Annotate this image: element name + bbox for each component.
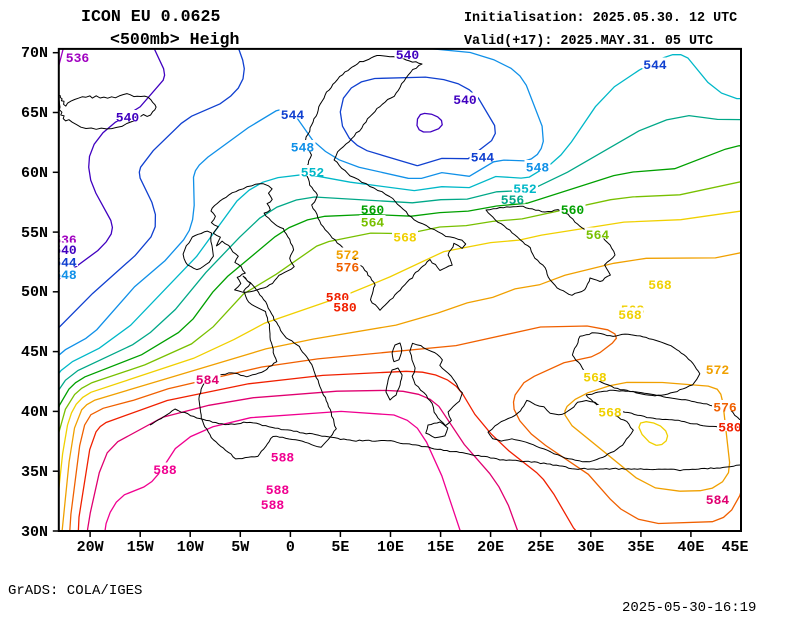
svg-text:564: 564 bbox=[361, 216, 385, 231]
svg-text:15E: 15E bbox=[427, 539, 454, 556]
svg-text:<500mb> Heigh: <500mb> Heigh bbox=[110, 30, 239, 49]
svg-text:45N: 45N bbox=[21, 344, 48, 361]
svg-text:0: 0 bbox=[286, 539, 295, 556]
svg-text:40N: 40N bbox=[21, 404, 48, 421]
svg-text:544: 544 bbox=[643, 58, 667, 73]
svg-text:568: 568 bbox=[583, 371, 607, 386]
svg-text:568: 568 bbox=[393, 231, 417, 246]
svg-text:20E: 20E bbox=[477, 539, 504, 556]
svg-text:10E: 10E bbox=[377, 539, 404, 556]
svg-text:15W: 15W bbox=[127, 539, 154, 556]
svg-text:576: 576 bbox=[713, 401, 737, 416]
svg-text:552: 552 bbox=[301, 166, 325, 181]
svg-text:544: 544 bbox=[281, 108, 305, 123]
svg-text:Initialisation: 2025.05.30. 12: Initialisation: 2025.05.30. 12 UTC bbox=[464, 11, 737, 26]
svg-text:540: 540 bbox=[116, 111, 140, 126]
svg-text:ICON EU 0.0625: ICON EU 0.0625 bbox=[81, 7, 220, 26]
svg-text:564: 564 bbox=[586, 228, 610, 243]
svg-text:35N: 35N bbox=[21, 464, 48, 481]
svg-text:20W: 20W bbox=[77, 539, 104, 556]
svg-text:568: 568 bbox=[648, 278, 672, 293]
svg-text:588: 588 bbox=[153, 463, 177, 478]
svg-text:45E: 45E bbox=[721, 539, 748, 556]
svg-text:5E: 5E bbox=[331, 539, 349, 556]
svg-text:544: 544 bbox=[471, 151, 495, 166]
svg-text:580: 580 bbox=[718, 421, 742, 436]
svg-text:580: 580 bbox=[333, 301, 357, 316]
svg-text:5W: 5W bbox=[231, 539, 249, 556]
svg-text:588: 588 bbox=[266, 483, 290, 498]
svg-text:584: 584 bbox=[196, 373, 220, 388]
svg-text:560: 560 bbox=[561, 203, 585, 218]
svg-text:540: 540 bbox=[453, 93, 477, 108]
svg-text:568: 568 bbox=[598, 406, 622, 421]
svg-text:588: 588 bbox=[261, 498, 285, 513]
svg-text:70N: 70N bbox=[21, 45, 48, 62]
svg-text:Valid(+17): 2025.MAY.31. 05 UT: Valid(+17): 2025.MAY.31. 05 UTC bbox=[464, 34, 713, 49]
svg-text:568: 568 bbox=[618, 308, 642, 323]
svg-text:30E: 30E bbox=[577, 539, 604, 556]
svg-text:60N: 60N bbox=[21, 165, 48, 182]
svg-text:536: 536 bbox=[66, 51, 90, 66]
svg-text:548: 548 bbox=[526, 161, 550, 176]
svg-text:584: 584 bbox=[706, 493, 730, 508]
svg-text:572: 572 bbox=[706, 363, 730, 378]
svg-text:50N: 50N bbox=[21, 284, 48, 301]
svg-text:30N: 30N bbox=[21, 524, 48, 541]
svg-text:25E: 25E bbox=[527, 539, 554, 556]
svg-text:2025-05-30-16:19: 2025-05-30-16:19 bbox=[622, 600, 756, 616]
svg-text:35E: 35E bbox=[627, 539, 654, 556]
svg-text:588: 588 bbox=[271, 451, 295, 466]
svg-text:GrADS: COLA/IGES: GrADS: COLA/IGES bbox=[8, 583, 142, 599]
svg-text:55N: 55N bbox=[21, 225, 48, 242]
svg-text:576: 576 bbox=[336, 261, 360, 276]
svg-text:540: 540 bbox=[396, 48, 420, 63]
svg-text:556: 556 bbox=[501, 193, 525, 208]
svg-text:548: 548 bbox=[291, 141, 315, 156]
svg-text:10W: 10W bbox=[177, 539, 204, 556]
svg-text:40E: 40E bbox=[677, 539, 704, 556]
svg-text:65N: 65N bbox=[21, 105, 48, 122]
